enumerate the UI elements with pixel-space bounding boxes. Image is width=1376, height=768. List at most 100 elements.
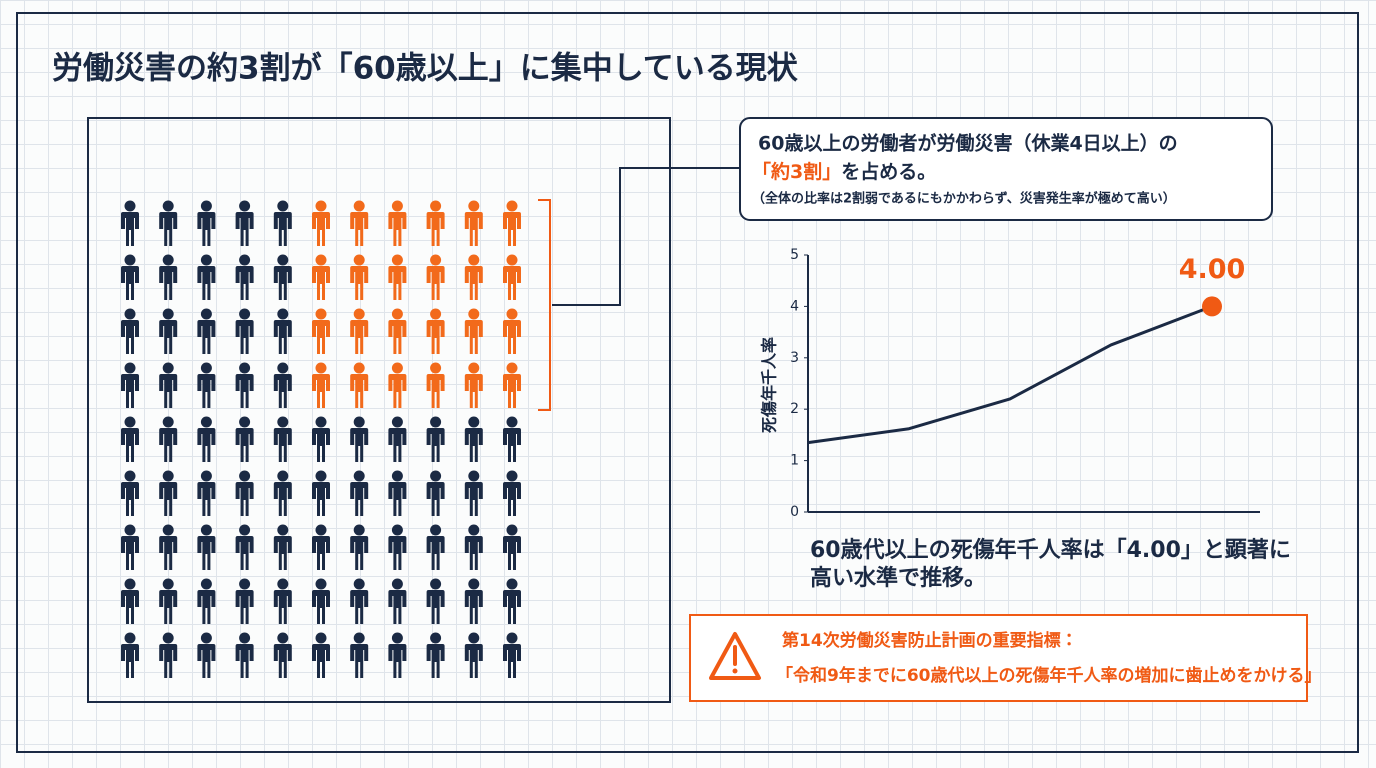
person-body — [159, 374, 178, 408]
person-icon — [197, 416, 216, 462]
person-body — [388, 320, 407, 354]
person-icon — [159, 362, 178, 408]
person-icon — [350, 308, 369, 354]
person-body — [388, 590, 407, 624]
title: 労働災害の約3割が「60歳以上」に集中している現状 — [52, 51, 799, 87]
person-body — [464, 374, 483, 408]
person-icon — [197, 470, 216, 516]
connector — [552, 167, 740, 306]
person-body — [235, 266, 254, 300]
person-head — [277, 524, 289, 536]
person-icon — [235, 416, 254, 462]
person-icon — [388, 470, 407, 516]
person-head — [430, 362, 442, 374]
person-icon — [235, 524, 254, 570]
person-body — [503, 590, 521, 624]
person-body — [503, 482, 521, 516]
bracket — [538, 199, 551, 411]
person-icon — [121, 578, 139, 624]
person-icon — [503, 254, 521, 300]
person-body — [388, 266, 407, 300]
person-body — [312, 320, 330, 354]
person-icon — [426, 200, 445, 246]
person-icon — [159, 308, 178, 354]
person-icon — [235, 470, 254, 516]
person-body — [312, 212, 330, 246]
person-icon — [503, 200, 521, 246]
person-icon — [426, 632, 445, 678]
person-body — [388, 428, 407, 462]
person-head — [468, 578, 480, 590]
person-head — [162, 254, 174, 266]
person-head — [239, 578, 251, 590]
person-icon — [426, 362, 445, 408]
person-icon — [197, 632, 216, 678]
person-icon — [312, 632, 330, 678]
person-body — [121, 320, 139, 354]
person-head — [277, 200, 289, 212]
person-head — [430, 524, 442, 536]
person-body — [235, 536, 254, 570]
person-icon — [312, 308, 330, 354]
person-head — [277, 254, 289, 266]
person-body — [464, 590, 483, 624]
person-icon — [503, 632, 521, 678]
person-head — [277, 308, 289, 320]
person-body — [464, 482, 483, 516]
person-head — [315, 362, 327, 374]
person-head — [353, 308, 365, 320]
person-body — [388, 536, 407, 570]
person-icon — [350, 362, 369, 408]
person-icon — [121, 416, 139, 462]
person-body — [159, 320, 178, 354]
person-body — [235, 374, 254, 408]
person-head — [506, 416, 518, 428]
person-icon — [159, 632, 178, 678]
callout-highlight: 「約3割」 — [752, 160, 841, 183]
person-head — [468, 524, 480, 536]
person-body — [426, 374, 445, 408]
person-head — [277, 416, 289, 428]
person-head — [430, 254, 442, 266]
person-head — [315, 578, 327, 590]
person-head — [162, 362, 174, 374]
person-head — [162, 308, 174, 320]
person-icon — [388, 308, 407, 354]
person-icon — [273, 200, 292, 246]
person-icon — [197, 308, 216, 354]
y-tick-label: 5 — [790, 247, 799, 263]
callout-note: （全体の比率は2割弱であるにもかかわらず、災害発生率が極めて高い） — [752, 191, 1176, 207]
person-body — [197, 320, 216, 354]
person-head — [353, 254, 365, 266]
person-head — [277, 632, 289, 644]
person-icon — [388, 200, 407, 246]
person-body — [350, 536, 369, 570]
person-icon — [350, 470, 369, 516]
person-body — [426, 266, 445, 300]
person-icon — [464, 470, 483, 516]
person-body — [121, 428, 139, 462]
person-body — [273, 374, 292, 408]
person-body — [273, 428, 292, 462]
person-head — [162, 200, 174, 212]
person-head — [468, 632, 480, 644]
person-head — [200, 470, 212, 482]
warning-icon — [709, 632, 761, 680]
person-head — [391, 308, 403, 320]
person-body — [121, 644, 139, 678]
person-icon — [503, 308, 521, 354]
person-icon — [388, 254, 407, 300]
person-icon — [312, 200, 330, 246]
person-body — [312, 644, 330, 678]
person-icon — [121, 470, 139, 516]
person-body — [235, 590, 254, 624]
person-icon — [350, 200, 369, 246]
person-icon — [159, 578, 178, 624]
person-body — [197, 482, 216, 516]
person-body — [426, 212, 445, 246]
person-icon — [503, 362, 521, 408]
person-body — [312, 482, 330, 516]
person-head — [239, 308, 251, 320]
callout-text: 「約3割」を占める。 — [752, 160, 936, 183]
